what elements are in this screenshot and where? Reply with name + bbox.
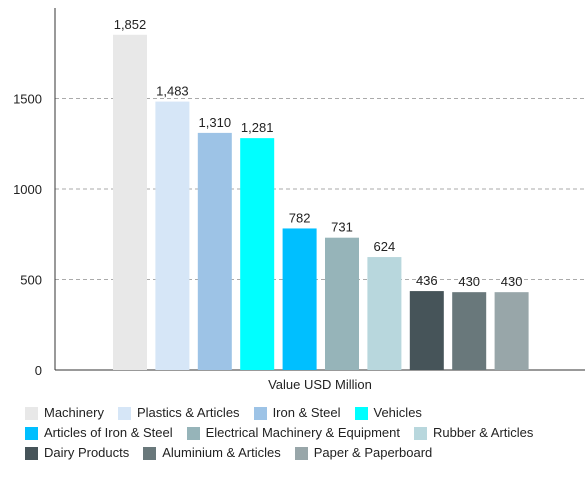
legend-label: Vehicles [373,405,422,420]
legend-label: Iron & Steel [272,405,341,420]
bar [452,292,487,370]
legend-label: Aluminium & Articles [162,445,281,460]
legend-swatch [25,426,38,440]
legend-item: Electrical Machinery & Equipment [186,425,400,441]
legend-item: Aluminium & Articles [143,445,281,461]
bar [325,237,359,370]
legend-label: Paper & Paperboard [313,445,433,460]
bar-value-label: 1,483 [156,84,189,99]
legend-label: Plastics & Articles [136,405,240,420]
legend-label: Electrical Machinery & Equipment [205,425,400,440]
legend-label: Articles of Iron & Steel [44,425,173,440]
legend-item: Paper & Paperboard [294,445,433,461]
bar [282,228,317,370]
data-labels: 1,852 1,483 1,310 1,281 782 731 624 436 430 430 [114,17,523,289]
bar [367,257,402,370]
bar-value-label: 1,852 [114,17,147,32]
legend-swatch [143,446,157,460]
legend-item: Rubber & Articles [413,425,534,441]
y-axis-ticks: 0 500 1000 1500 [13,92,42,379]
x-axis-title: Value USD Million [268,377,372,392]
bar-value-label: 624 [374,239,396,254]
y-tick-label: 0 [35,363,42,378]
y-tick-label: 500 [20,273,42,288]
bar-value-label: 430 [501,274,523,289]
legend-swatch [294,446,308,460]
legend-swatch [186,426,200,440]
bars [113,34,529,371]
legend-label: Dairy Products [44,445,130,460]
bar-value-label: 436 [416,273,438,288]
bar [155,101,190,371]
bar [494,292,529,370]
bar [113,34,147,371]
bar-value-label: 1,310 [199,115,232,130]
legend-item: Plastics & Articles [117,405,240,421]
bar-value-label: 731 [331,220,353,235]
legend-swatch [25,406,38,420]
bar-value-label: 430 [458,274,480,289]
bar [409,291,444,370]
legend-item: Dairy Products [25,445,129,461]
bar-chart: 0 500 1000 1500 1,852 1,483 1,310 1,281 782 731 6… [13,8,585,392]
y-tick-label: 1000 [13,182,42,197]
legend-swatch [413,426,427,440]
bar-value-label: 782 [289,210,311,225]
legend: Machinery Plastics & Articles Iron & Steel… [25,405,580,461]
legend-swatch [117,406,131,420]
legend-item: Iron & Steel [253,405,341,421]
bar [240,138,275,370]
legend-swatch [354,406,368,420]
legend-label: Machinery [44,405,104,420]
legend-label: Rubber & Articles [432,425,534,440]
legend-item: Machinery [25,405,104,421]
legend-item: Vehicles [354,405,422,421]
legend-item: Articles of Iron & Steel [25,425,173,441]
y-tick-label: 1500 [13,92,42,107]
bar [197,132,232,370]
bar-value-label: 1,281 [241,120,274,135]
legend-swatch [25,446,38,460]
legend-swatch [253,406,267,420]
